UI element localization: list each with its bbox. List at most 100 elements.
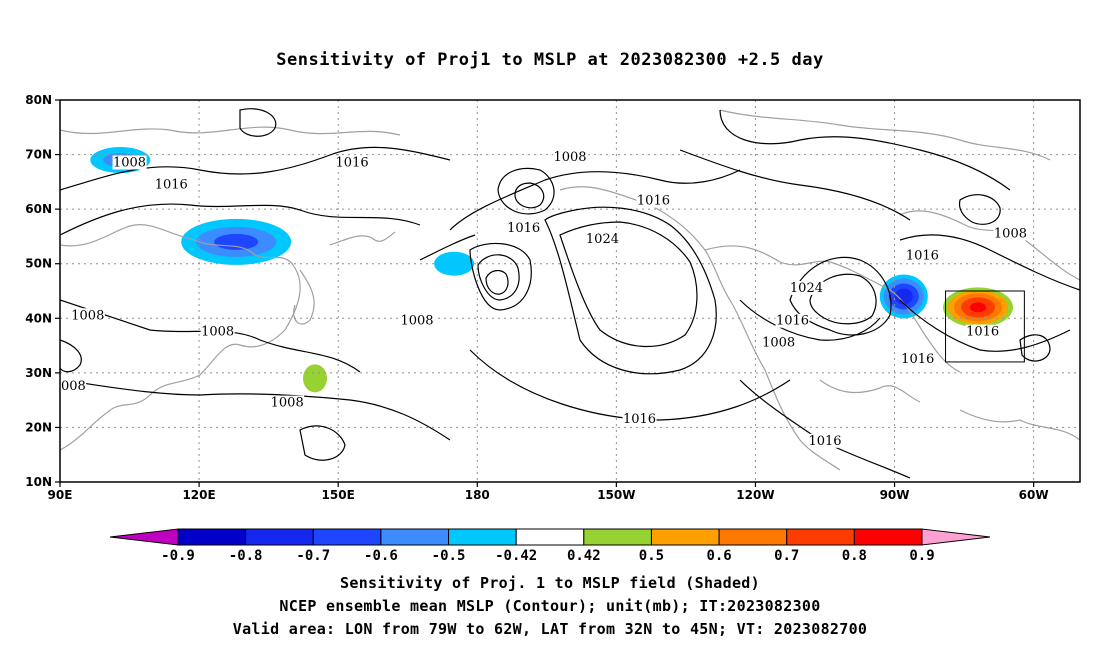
contour-label: 1016: [637, 194, 670, 209]
mslp-contour-line: [299, 425, 346, 461]
grid-lines: [60, 100, 1080, 482]
sensitivity-blob: [894, 288, 913, 305]
colorbar-tick-label: 0.6: [706, 548, 731, 564]
lat-tick-label: 40N: [25, 311, 52, 325]
coastline: [704, 245, 961, 373]
contour-label: 1008: [553, 150, 586, 165]
mslp-contour-line: [60, 379, 451, 441]
contour-label-bg: [761, 335, 796, 350]
valid-area-box: [945, 290, 1025, 363]
coastline: [899, 210, 1080, 281]
lat-tick-label: 60N: [25, 202, 52, 216]
contour-label-bg: [585, 231, 620, 246]
sensitivity-blob: [1093, 117, 1100, 127]
lat-tick-label: 30N: [25, 366, 52, 380]
contour-label-bg: [905, 248, 940, 263]
colorbar-tick-label: 0.8: [842, 548, 867, 564]
mslp-contour-line: [485, 269, 509, 295]
contour-label: 1008: [113, 155, 146, 170]
contour-label-bg: [154, 177, 189, 192]
mslp-contour-line: [544, 206, 717, 375]
coastline: [293, 269, 315, 325]
lon-tick-label: 150W: [597, 488, 635, 502]
mslp-contour-line: [739, 299, 881, 341]
colorbar-swatch: [380, 528, 450, 546]
mslp-contour-line: [514, 182, 545, 209]
colorbar-tick-label: 0.9: [909, 548, 934, 564]
mslp-contour-line: [809, 273, 877, 325]
contour-label-bg: [900, 351, 935, 366]
contour-label-bg: [789, 281, 824, 295]
colorbar-tick-label: 0.5: [639, 548, 664, 564]
contour-label: 1024: [586, 232, 619, 247]
lon-tick-label: 120W: [736, 488, 774, 502]
mslp-contour-line: [559, 221, 698, 347]
colorbar-swatch: [583, 528, 652, 546]
lon-tick-label: 90E: [48, 488, 73, 502]
sensitivity-blob: [970, 302, 986, 313]
colorbar-swatch: [786, 528, 855, 546]
contour-label-bg: [553, 150, 587, 165]
contour-label: 1008: [201, 325, 234, 340]
mslp-contour-line: [419, 234, 476, 261]
mslp-contour-line: [60, 339, 82, 373]
colorbar-tick-label: -0.8: [229, 548, 263, 564]
lat-tick-label: 20N: [25, 420, 52, 434]
contour-label-bg: [965, 324, 1000, 339]
colorbar-swatch: [718, 528, 788, 546]
contour-label: 1008: [400, 314, 433, 329]
colorbar-swatch: [650, 528, 720, 546]
caption-line-1: Sensitivity of Proj. 1 to MSLP field (Sh…: [340, 574, 760, 592]
contour-label: 1016: [808, 434, 841, 449]
contour-label-bg: [112, 155, 147, 170]
contour-label: 1016: [507, 221, 540, 236]
mslp-contour-line: [1019, 334, 1051, 362]
contour-label: 1008: [271, 396, 304, 411]
lon-tick-label: 180: [465, 488, 490, 502]
lon-tick-label: 120E: [182, 488, 215, 502]
coastline: [959, 409, 1080, 441]
lat-tick-label: 10N: [25, 475, 52, 489]
contour-label: 1008: [71, 308, 104, 323]
contour-label: 1008: [994, 226, 1027, 241]
contour-label-bg: [270, 395, 305, 410]
mslp-contour-line: [469, 242, 532, 311]
colorbar-tick-label: 0.7: [774, 548, 799, 564]
mslp-contour-line: [477, 254, 520, 301]
colorbar-high-extend: [921, 528, 991, 546]
mslp-contour-line: [679, 149, 911, 221]
contour-label: 1016: [906, 248, 939, 263]
contour-label: 1024: [790, 281, 823, 296]
contour-label-bg: [506, 220, 541, 235]
sensitivity-blob: [1089, 114, 1100, 130]
coastline: [819, 379, 921, 403]
sensitivity-shading: [90, 114, 1100, 393]
lat-tick-label: 70N: [25, 148, 52, 162]
contour-label: 1016: [776, 314, 809, 329]
colorbar-tick-label: -0.5: [432, 548, 466, 564]
mslp-contour-line: [899, 234, 1080, 291]
colorbar-swatch: [312, 528, 382, 546]
coastline: [60, 224, 301, 451]
lon-tick-label: 60W: [1019, 488, 1049, 502]
contour-label: 1016: [901, 352, 934, 367]
colorbar-swatch: [245, 528, 314, 546]
contour-labels: 1008 1016 1016 1008 1016 1016 1024 1008 1008 1008…: [53, 150, 1028, 449]
contour-label: 1008: [53, 379, 86, 394]
sensitivity-blob: [303, 364, 327, 393]
plot-frame: [59, 99, 1081, 483]
mslp-contour-line: [497, 167, 555, 215]
mslp-contour-line: [60, 146, 451, 191]
mslp-contour-line: [449, 169, 741, 231]
contour-label-bg: [200, 324, 235, 339]
colorbar-swatch: [853, 528, 923, 546]
colorbar-tick-label: -0.6: [364, 548, 398, 564]
contour-label: 1016: [623, 412, 656, 427]
contour-label-bg: [775, 313, 810, 328]
chart-title: Sensitivity of Proj1 to MSLP at 20230823…: [276, 50, 824, 70]
colorbar-tick-label: -0.9: [161, 548, 195, 564]
contour-label: 1016: [155, 177, 188, 192]
contour-label-bg: [636, 193, 671, 208]
